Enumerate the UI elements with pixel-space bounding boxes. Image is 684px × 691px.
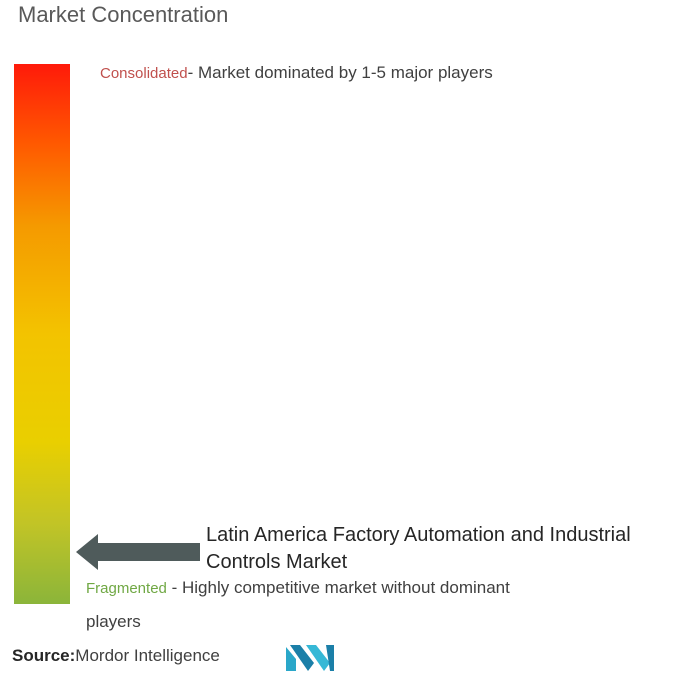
consolidated-label: Consolidated [100,65,188,82]
consolidated-row: Consolidated- Market dominated by 1-5 ma… [100,63,493,83]
arrow-shape [76,534,200,570]
market-label: Latin America Factory Automation and Ind… [206,524,631,573]
market-position-arrow [76,534,200,570]
fragmented-label: Fragmented [86,580,167,597]
fragmented-row: Fragmented - Highly competitive market w… [86,578,510,598]
fragmented-description-cont: players [86,612,141,631]
consolidated-description: - Market dominated by 1-5 major players [187,63,493,82]
concentration-gradient-bar [14,64,70,604]
chart-title: Market Concentration [18,2,229,27]
source-value: Mordor Intelligence [75,646,220,665]
fragmented-description: - Highly competitive market without domi… [166,578,510,597]
source-row: Source:Mordor Intelligence [12,646,220,666]
mordor-intelligence-logo-icon [286,645,334,671]
source-label: Source: [12,646,76,665]
